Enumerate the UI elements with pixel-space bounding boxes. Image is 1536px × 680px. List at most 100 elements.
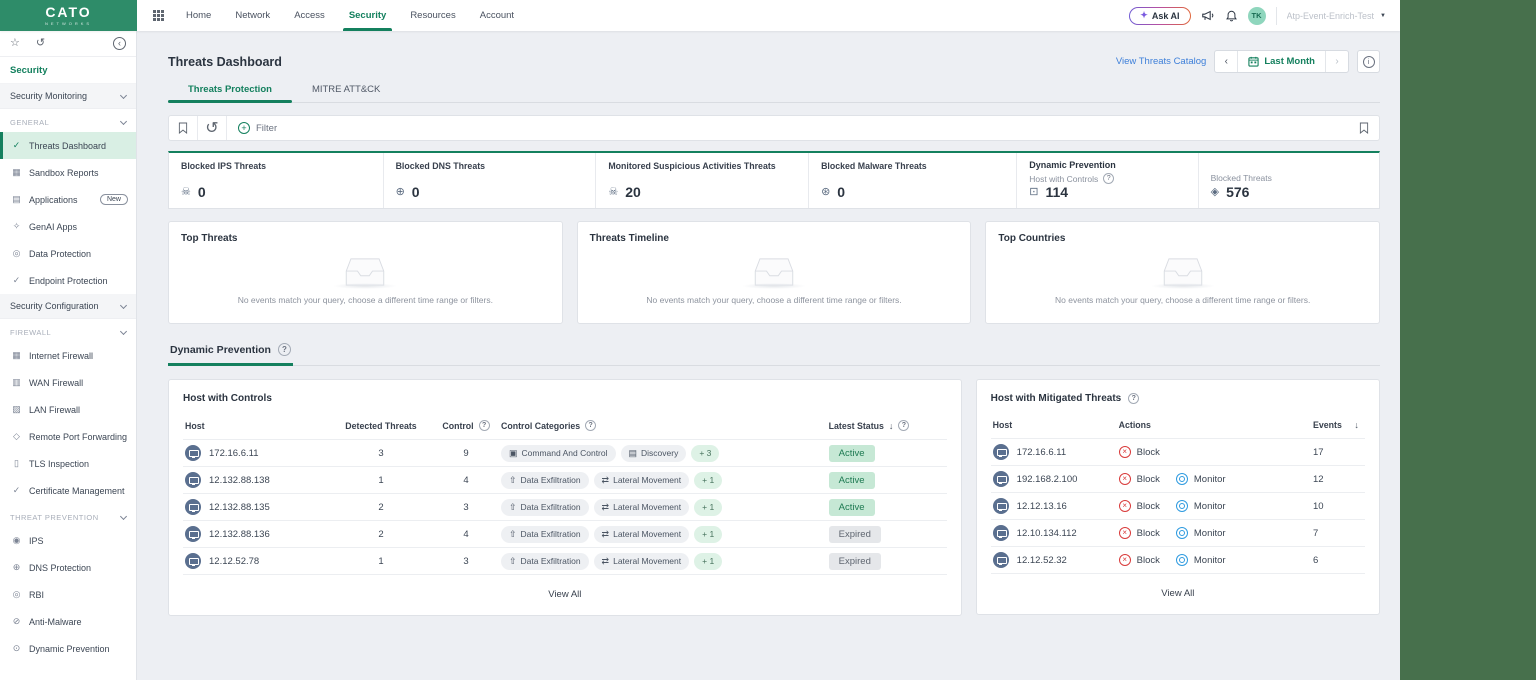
notifications-bell-icon[interactable] — [1225, 9, 1238, 23]
cato-logo[interactable]: CATO NETWORKS — [0, 0, 137, 31]
save-filter-bookmark-icon[interactable] — [1359, 122, 1379, 134]
sidebar-item-threats-dashboard[interactable]: ✓ Threats Dashboard — [0, 132, 136, 159]
nav-home[interactable]: Home — [186, 10, 212, 21]
sidebar-section-general[interactable]: GENERAL — [0, 109, 136, 132]
sidebar-group-security-configuration[interactable]: Security Configuration — [0, 294, 136, 319]
sidebar-section-firewall[interactable]: FIREWALL — [0, 319, 136, 342]
section-label: GENERAL — [10, 118, 50, 127]
table-row[interactable]: 12.132.88.135 2 3 Data Exfiltration Late… — [183, 493, 947, 520]
account-selector[interactable]: Atp-Event-Enrich-Test ▼ — [1287, 11, 1390, 21]
sidebar-item-certificate-management[interactable]: ✓ Certificate Management — [0, 477, 136, 504]
host-ip: 172.16.6.11 — [209, 447, 259, 459]
favorites-star-icon[interactable]: ☆ — [10, 37, 20, 49]
help-icon[interactable] — [277, 343, 291, 356]
sidebar-item-lan-firewall[interactable]: ▨ LAN Firewall — [0, 396, 136, 423]
sidebar-item-applications[interactable]: ▤ Applications New — [0, 186, 136, 213]
date-range-button[interactable]: Last Month — [1237, 51, 1326, 72]
more-categories-badge[interactable]: + 1 — [694, 498, 723, 516]
category-chip: Data Exfiltration — [501, 498, 589, 516]
sidebar-group-security-monitoring[interactable]: Security Monitoring — [0, 84, 136, 109]
category-chip: Data Exfiltration — [501, 471, 589, 489]
table-row[interactable]: 12.132.88.136 2 4 Data Exfiltration Late… — [183, 520, 947, 547]
view-threats-catalog-link[interactable]: View Threats Catalog — [1115, 56, 1207, 67]
col-host[interactable]: Host — [185, 420, 205, 431]
table-row[interactable]: 12.132.88.138 1 4 Data Exfiltration Late… — [183, 466, 947, 493]
date-range-control: ‹ Last Month › — [1214, 50, 1349, 73]
next-period-button[interactable]: › — [1335, 56, 1339, 67]
dynamic-prevention-section-tab[interactable]: Dynamic Prevention — [168, 343, 293, 366]
panel-threats-timeline: Threats Timeline No events match your qu… — [576, 221, 972, 324]
sidebar-item-internet-firewall[interactable]: ▦ Internet Firewall — [0, 342, 136, 369]
help-icon[interactable] — [1103, 173, 1115, 184]
collapse-sidebar-icon[interactable]: ‹ — [113, 37, 126, 50]
chevron-down-icon — [119, 91, 128, 99]
help-icon[interactable] — [898, 420, 910, 431]
sort-desc-icon[interactable] — [1354, 420, 1359, 430]
sidebar-item-endpoint-protection[interactable]: ✓ Endpoint Protection — [0, 267, 136, 294]
tab-mitre-attack[interactable]: MITRE ATT&CK — [311, 84, 381, 95]
sidebar-item-anti-malware[interactable]: ⊘ Anti-Malware — [0, 608, 136, 635]
more-categories-badge[interactable]: + 3 — [691, 444, 720, 462]
table-row[interactable]: 12.12.52.78 1 3 Data Exfiltration Latera… — [183, 547, 947, 574]
more-categories-badge[interactable]: + 1 — [694, 471, 723, 489]
col-host[interactable]: Host — [992, 420, 1013, 430]
col-detected-threats[interactable]: Detected Threats — [345, 420, 417, 431]
help-icon[interactable] — [478, 420, 490, 431]
sidebar-item-data-protection[interactable]: ◎ Data Protection — [0, 240, 136, 267]
table-row[interactable]: 12.12.52.32 Block Monitor 6 — [990, 546, 1365, 573]
app-grid-icon[interactable] — [137, 0, 174, 31]
sort-desc-icon[interactable] — [889, 421, 894, 431]
sidebar-item-ips[interactable]: ◉ IPS — [0, 527, 136, 554]
help-icon[interactable] — [1128, 393, 1140, 404]
ask-ai-button[interactable]: ✦ Ask AI — [1129, 6, 1191, 25]
sidebar-item-dynamic-prevention[interactable]: ⊙ Dynamic Prevention — [0, 635, 136, 662]
user-avatar[interactable]: TK — [1247, 6, 1266, 25]
col-control[interactable]: Control — [431, 420, 501, 431]
sidebar-item-wan-firewall[interactable]: ▥ WAN Firewall — [0, 369, 136, 396]
sidebar-item-genai-apps[interactable]: ✧ GenAI Apps — [0, 213, 136, 240]
nav-network[interactable]: Network — [235, 10, 271, 21]
detected-count: 1 — [378, 555, 384, 567]
detected-count: 3 — [378, 447, 384, 459]
view-all-link[interactable]: View All — [548, 589, 582, 600]
table-row[interactable]: 12.10.134.112 Block Monitor 7 — [990, 519, 1365, 546]
add-filter-button[interactable]: Filter — [227, 122, 288, 134]
more-categories-badge[interactable]: + 1 — [694, 525, 723, 543]
control-count: 3 — [463, 555, 469, 567]
sparkle-icon: ✧ — [12, 221, 21, 231]
tab-threats-protection[interactable]: Threats Protection — [168, 84, 292, 103]
filter-history-icon[interactable]: ↺ — [198, 116, 227, 140]
monitor-action: Monitor — [1175, 500, 1226, 512]
nav-account[interactable]: Account — [479, 10, 515, 21]
more-categories-badge[interactable]: + 1 — [694, 552, 723, 570]
nav-resources[interactable]: Resources — [410, 10, 456, 21]
col-actions[interactable]: Actions — [1118, 420, 1151, 430]
shield-icon — [1211, 187, 1219, 198]
sidebar-item-tls-inspection[interactable]: ▯ TLS Inspection — [0, 450, 136, 477]
table-row[interactable]: 192.168.2.100 Block Monitor 12 — [990, 465, 1365, 492]
sidebar-item-sandbox-reports[interactable]: ▦ Sandbox Reports — [0, 159, 136, 186]
monitor-eye-icon — [1175, 554, 1188, 566]
calendar-icon — [1248, 56, 1259, 67]
sidebar-item-rbi[interactable]: ◎ RBI — [0, 581, 136, 608]
history-icon[interactable]: ↺ — [35, 37, 46, 49]
monitor-eye-icon — [1175, 527, 1188, 539]
nav-access[interactable]: Access — [294, 10, 325, 21]
sidebar-section-threat-prevention[interactable]: THREAT PREVENTION — [0, 504, 136, 527]
saved-filters-bookmark-icon[interactable] — [169, 116, 198, 140]
col-control-categories[interactable]: Control Categories — [501, 420, 829, 431]
table-row[interactable]: 12.12.13.16 Block Monitor 10 — [990, 492, 1365, 519]
table-row[interactable]: 172.16.6.11 Block 17 — [990, 438, 1365, 465]
announcements-icon[interactable] — [1201, 9, 1215, 22]
chevron-down-icon — [119, 512, 128, 521]
sidebar-item-dns-protection[interactable]: ⊕ DNS Protection — [0, 554, 136, 581]
help-icon[interactable] — [585, 420, 597, 431]
view-all-link[interactable]: View All — [1161, 588, 1195, 599]
nav-security[interactable]: Security — [337, 0, 399, 31]
table-row[interactable]: 172.16.6.11 3 9 Command And Control Disc… — [183, 439, 947, 466]
prev-period-button[interactable]: ‹ — [1224, 56, 1228, 67]
col-events[interactable]: Events — [1313, 420, 1365, 430]
sidebar-item-remote-port-forwarding[interactable]: ◇ Remote Port Forwarding — [0, 423, 136, 450]
col-latest-status[interactable]: Latest Status — [829, 420, 947, 431]
info-button[interactable] — [1357, 50, 1380, 73]
